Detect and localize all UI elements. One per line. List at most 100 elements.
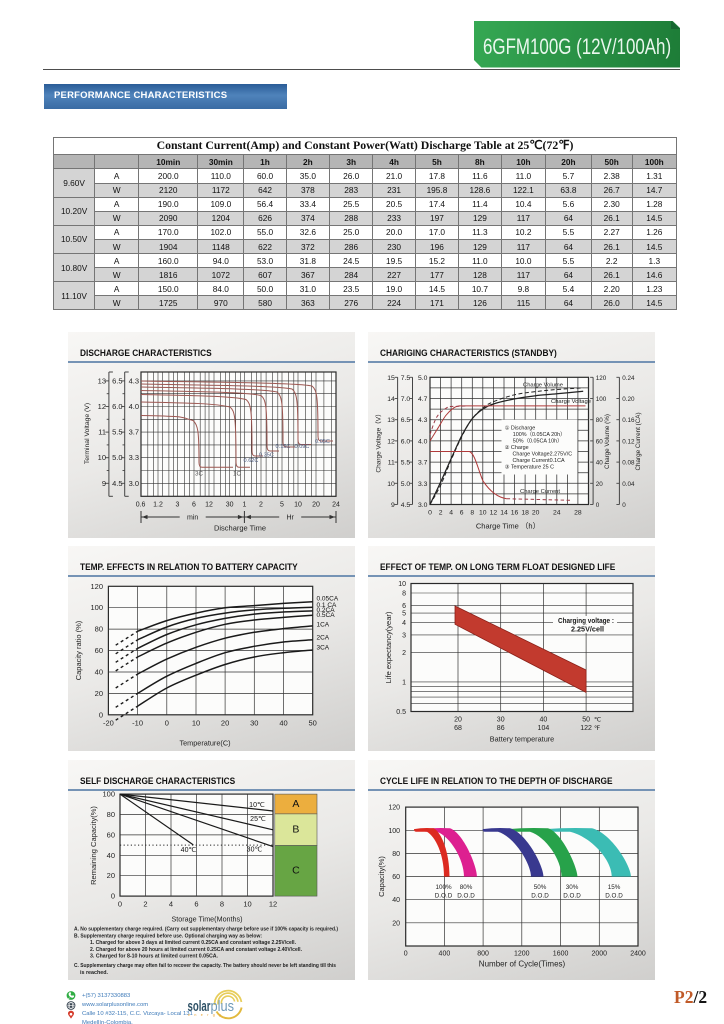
svg-text:8: 8 bbox=[402, 590, 406, 597]
svg-text:5.5: 5.5 bbox=[401, 459, 411, 466]
svg-text:6: 6 bbox=[194, 899, 198, 908]
svg-text:10: 10 bbox=[294, 501, 302, 508]
svg-text:4.0: 4.0 bbox=[418, 438, 428, 445]
svg-text:0.12: 0.12 bbox=[622, 438, 635, 445]
svg-text:20: 20 bbox=[95, 688, 103, 697]
svg-text:80: 80 bbox=[392, 850, 400, 857]
svg-text:24: 24 bbox=[332, 501, 340, 508]
svg-text:100%（0.05CA 20h）: 100%（0.05CA 20h） bbox=[513, 430, 566, 437]
svg-text:14: 14 bbox=[387, 396, 395, 403]
svg-text:50: 50 bbox=[309, 718, 317, 727]
svg-text:2: 2 bbox=[259, 501, 263, 508]
svg-text:24: 24 bbox=[553, 509, 561, 516]
svg-text:D.O.D: D.O.D bbox=[435, 892, 453, 899]
svg-text:0.16: 0.16 bbox=[622, 417, 635, 424]
svg-text:0.20: 0.20 bbox=[622, 396, 635, 403]
svg-text:20: 20 bbox=[221, 718, 229, 727]
svg-text:50%（0.05CA 10h）: 50%（0.05CA 10h） bbox=[513, 437, 563, 444]
svg-text:Storage Time(Months): Storage Time(Months) bbox=[171, 914, 242, 923]
svg-text:A. No supplementary charge req: A. No supplementary charge required. (Ca… bbox=[74, 926, 338, 932]
svg-text:60: 60 bbox=[95, 646, 103, 655]
svg-text:0.05CA: 0.05CA bbox=[317, 595, 339, 602]
svg-text:Charge Voltage2.275V/C: Charge Voltage2.275V/C bbox=[513, 451, 573, 457]
svg-text:4.0: 4.0 bbox=[129, 402, 139, 411]
svg-text:plus: plus bbox=[211, 998, 235, 1015]
svg-text:Capacity ratio (%): Capacity ratio (%) bbox=[74, 620, 83, 680]
svg-text:86: 86 bbox=[497, 725, 505, 732]
svg-text:4: 4 bbox=[402, 620, 406, 627]
svg-text:1CA: 1CA bbox=[317, 621, 330, 628]
svg-text:3.7: 3.7 bbox=[418, 459, 428, 466]
svg-text:B: B bbox=[292, 823, 299, 835]
svg-text:50: 50 bbox=[582, 716, 590, 723]
svg-text:3.0: 3.0 bbox=[418, 502, 428, 509]
svg-text:20: 20 bbox=[596, 480, 604, 487]
svg-text:13: 13 bbox=[387, 417, 395, 424]
svg-text:C. Supplementary charge may of: C. Supplementary charge may often fail t… bbox=[74, 963, 337, 969]
svg-text:0.35C: 0.35C bbox=[259, 452, 274, 458]
svg-text:0: 0 bbox=[99, 710, 103, 719]
svg-text:Battery temperature: Battery temperature bbox=[490, 734, 555, 743]
svg-text:5: 5 bbox=[402, 610, 406, 617]
svg-text:4.7: 4.7 bbox=[418, 396, 428, 403]
svg-text:40: 40 bbox=[279, 718, 287, 727]
svg-text:2. Charged for above 20 hours: 2. Charged for above 20 hours at limited… bbox=[90, 946, 302, 952]
svg-text:6.0: 6.0 bbox=[401, 438, 411, 445]
svg-text:D.O.D: D.O.D bbox=[457, 892, 475, 899]
svg-text:13: 13 bbox=[98, 376, 106, 385]
svg-text:Remaining Capacity(%): Remaining Capacity(%) bbox=[89, 805, 98, 884]
svg-text:3C: 3C bbox=[195, 470, 203, 477]
svg-text:5: 5 bbox=[280, 501, 284, 508]
svg-text:10: 10 bbox=[387, 480, 395, 487]
svg-text:20: 20 bbox=[312, 501, 320, 508]
svg-text:4.3: 4.3 bbox=[418, 417, 428, 424]
svg-text:800: 800 bbox=[477, 950, 489, 957]
svg-text:5.0: 5.0 bbox=[418, 374, 428, 381]
svg-text:2000: 2000 bbox=[592, 950, 608, 957]
svg-text:20: 20 bbox=[392, 920, 400, 927]
svg-text:D.O.D: D.O.D bbox=[563, 892, 581, 899]
svg-text:11: 11 bbox=[388, 459, 395, 466]
svg-text:0.04: 0.04 bbox=[622, 480, 635, 487]
svg-text:0: 0 bbox=[428, 509, 432, 516]
svg-text:80%: 80% bbox=[460, 884, 473, 891]
svg-text:10: 10 bbox=[98, 453, 106, 462]
svg-text:15%: 15% bbox=[608, 884, 621, 891]
svg-text:30: 30 bbox=[250, 718, 258, 727]
svg-text:0: 0 bbox=[404, 950, 408, 957]
svg-text:0.24: 0.24 bbox=[622, 374, 635, 381]
svg-text:50%: 50% bbox=[534, 884, 547, 891]
svg-text:Capacity(%): Capacity(%) bbox=[377, 855, 386, 896]
svg-text:1. Charged for above 3 days at: 1. Charged for above 3 days at limited c… bbox=[90, 940, 296, 946]
svg-text:3CA: 3CA bbox=[317, 644, 330, 651]
svg-text:0.05C: 0.05C bbox=[315, 439, 330, 445]
svg-text:10: 10 bbox=[479, 509, 487, 516]
svg-text:10: 10 bbox=[243, 899, 251, 908]
svg-text:40: 40 bbox=[392, 897, 400, 904]
svg-text:68: 68 bbox=[454, 725, 462, 732]
svg-text:Charge Volume (%): Charge Volume (%) bbox=[604, 414, 611, 469]
svg-text:60: 60 bbox=[107, 830, 115, 839]
svg-text:12: 12 bbox=[98, 402, 106, 411]
svg-text:80: 80 bbox=[107, 810, 115, 819]
svg-text:0.1 CA: 0.1 CA bbox=[317, 602, 338, 609]
svg-text:-10: -10 bbox=[132, 718, 143, 727]
svg-text:25℃: 25℃ bbox=[250, 816, 266, 823]
svg-text:6.5: 6.5 bbox=[112, 376, 122, 385]
svg-text:122: 122 bbox=[580, 725, 592, 732]
svg-text:Temperature(C): Temperature(C) bbox=[179, 738, 230, 747]
svg-text:60: 60 bbox=[596, 438, 604, 445]
svg-text:3. Charged for 8-10 hours at l: 3. Charged for 8-10 hours at limited cur… bbox=[90, 953, 218, 959]
svg-text:3.7: 3.7 bbox=[129, 427, 139, 436]
svg-text:Life expectancy(year): Life expectancy(year) bbox=[384, 611, 393, 683]
svg-text:5.0: 5.0 bbox=[401, 480, 411, 487]
svg-text:11: 11 bbox=[98, 427, 106, 436]
svg-text:28: 28 bbox=[574, 509, 582, 516]
svg-text:10℃: 10℃ bbox=[249, 802, 265, 809]
svg-text:3.3: 3.3 bbox=[129, 453, 139, 462]
svg-text:12: 12 bbox=[205, 501, 213, 508]
svg-text:3.3: 3.3 bbox=[418, 480, 428, 487]
svg-text:7.0: 7.0 bbox=[401, 396, 411, 403]
svg-text:2: 2 bbox=[402, 649, 406, 656]
svg-text:C: C bbox=[292, 864, 300, 876]
